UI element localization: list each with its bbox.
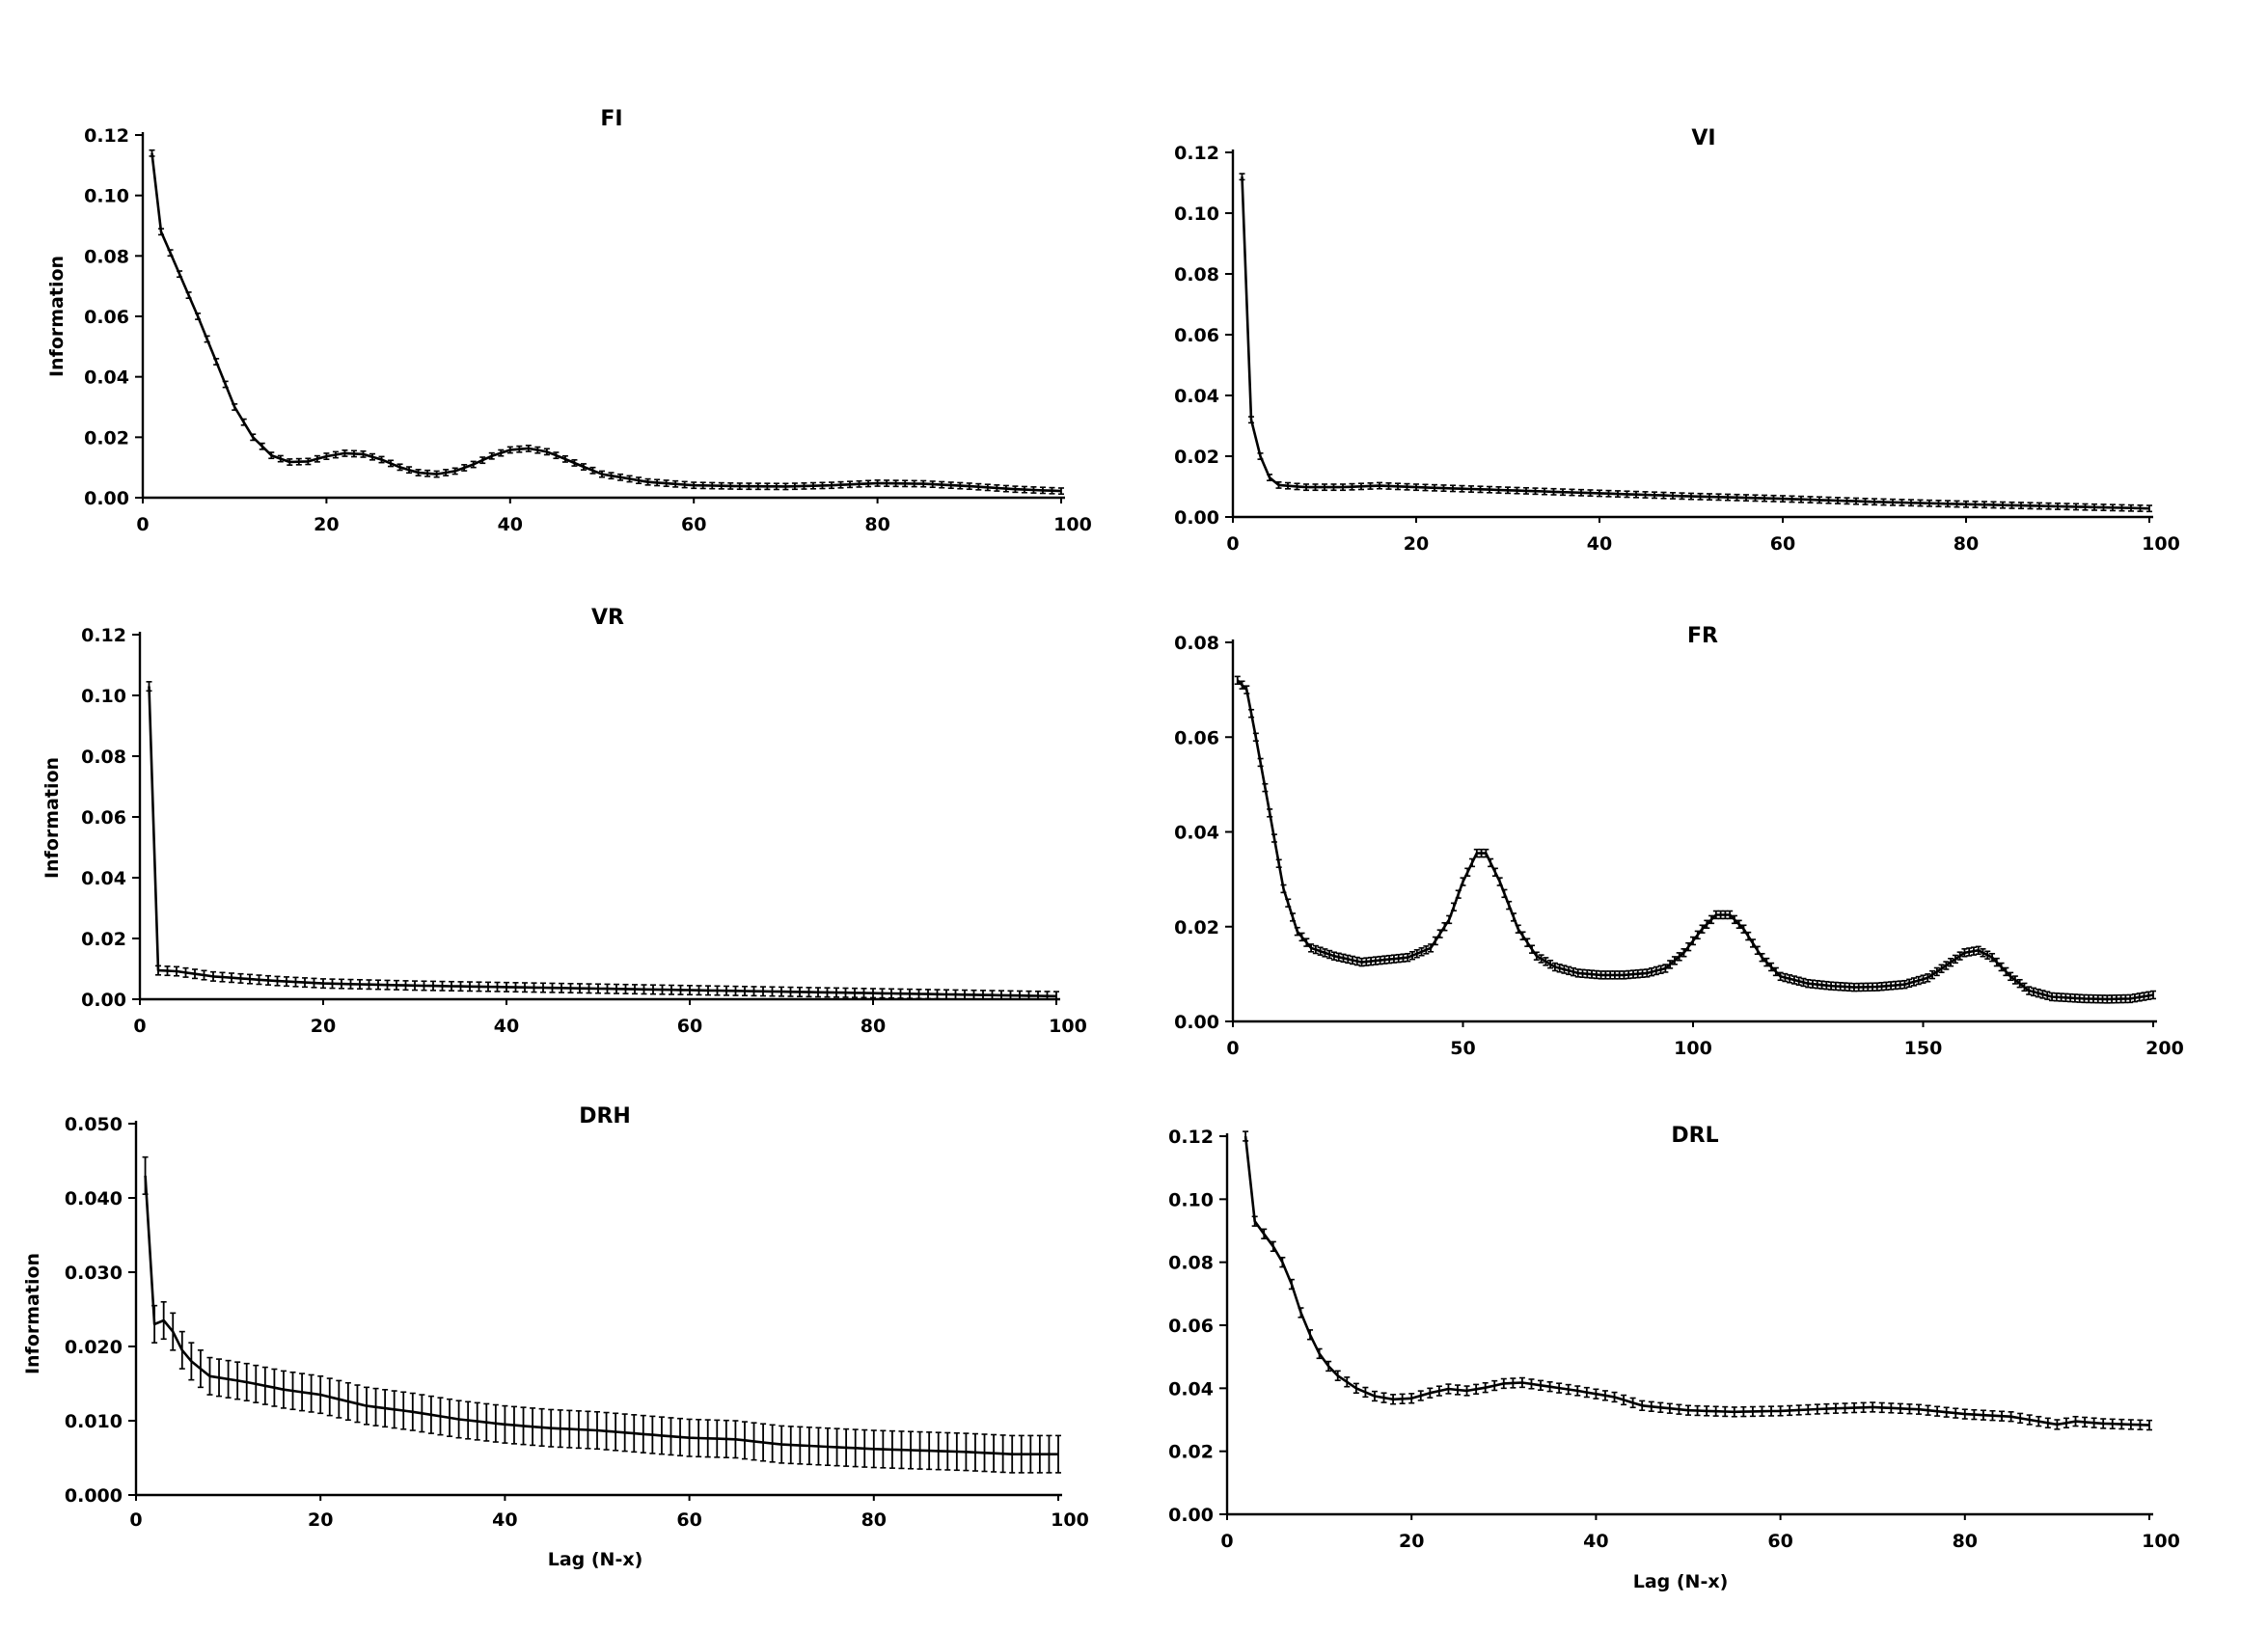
x-tick-label: 20 xyxy=(308,1509,333,1531)
panel-title: DRL xyxy=(1671,1124,1718,1148)
x-tick-label: 60 xyxy=(1770,533,1795,555)
y-tick-label: 0.06 xyxy=(81,807,126,829)
x-tick-label: 20 xyxy=(314,514,339,535)
y-tick-label: 0.08 xyxy=(1168,1253,1214,1274)
x-tick-label: 80 xyxy=(861,1509,887,1531)
y-tick-label: 0.00 xyxy=(1174,1012,1219,1033)
y-tick-label: 0.04 xyxy=(1168,1378,1214,1400)
x-tick-label: 20 xyxy=(311,1016,336,1037)
y-tick-label: 0.02 xyxy=(1174,447,1219,468)
x-tick-label: 0 xyxy=(133,1016,146,1037)
y-tick-label: 0.06 xyxy=(84,307,129,328)
y-tick-label: 0.02 xyxy=(84,427,129,449)
x-tick-label: 40 xyxy=(494,1016,519,1037)
y-tick-label: 0.10 xyxy=(84,186,129,207)
x-axis-label: Lag (N-x) xyxy=(1633,1571,1729,1592)
panel-title: VR xyxy=(591,606,624,630)
y-tick-label: 0.08 xyxy=(84,246,129,267)
x-tick-label: 0 xyxy=(136,514,149,535)
series-line xyxy=(148,686,1057,998)
x-tick-label: 60 xyxy=(1767,1531,1792,1552)
x-tick-label: 0 xyxy=(1226,1038,1239,1059)
y-tick-label: 0.12 xyxy=(1174,143,1219,164)
y-tick-label: 0.10 xyxy=(81,686,126,707)
y-axis-label: Information xyxy=(46,256,68,377)
y-tick-label: 0.02 xyxy=(81,929,126,950)
panel-vi: VI 0.00 0.02 0.04 0.06 0.08 0.10 0.12 0 20 40 60 80… xyxy=(1174,126,2180,555)
x-tick-label: 100 xyxy=(1674,1038,1712,1059)
x-tick-label: 80 xyxy=(861,1016,886,1037)
panel-title: FR xyxy=(1687,624,1718,648)
x-tick-label: 40 xyxy=(1583,1531,1608,1552)
panel-fi: FI Information 0.00 0.02 0.04 0.06 0.08 0.10 0… xyxy=(46,107,1092,535)
series-line xyxy=(150,152,1062,493)
panel-fr: FR 0.00 0.02 0.04 0.06 0.08 0 50 100 150 200 xyxy=(1174,624,2184,1059)
x-tick-label: 200 xyxy=(2145,1038,2184,1059)
y-tick-label: 0.00 xyxy=(84,488,129,509)
x-tick-label: 40 xyxy=(492,1509,517,1531)
x-tick-label: 20 xyxy=(1404,533,1429,555)
x-tick-label: 60 xyxy=(676,1509,701,1531)
series-line xyxy=(1241,177,2150,510)
x-tick-label: 20 xyxy=(1399,1531,1424,1552)
y-tick-label: 0.030 xyxy=(65,1263,123,1284)
y-tick-label: 0.08 xyxy=(1174,633,1219,654)
y-tick-label: 0.04 xyxy=(1174,823,1219,844)
series-line xyxy=(144,1175,1058,1455)
y-tick-label: 0.10 xyxy=(1174,204,1219,225)
y-tick-label: 0.06 xyxy=(1174,727,1219,748)
x-tick-label: 50 xyxy=(1450,1038,1475,1059)
x-tick-label: 150 xyxy=(1904,1038,1943,1059)
x-tick-label: 0 xyxy=(1226,533,1239,555)
x-axis-label: Lag (N-x) xyxy=(548,1549,643,1570)
y-tick-label: 0.12 xyxy=(1168,1127,1214,1148)
panel-title: FI xyxy=(600,107,622,131)
y-tick-label: 0.06 xyxy=(1168,1316,1214,1337)
x-tick-label: 80 xyxy=(1953,1531,1978,1552)
y-tick-label: 0.10 xyxy=(1168,1189,1214,1210)
y-tick-label: 0.020 xyxy=(65,1337,123,1358)
x-tick-label: 80 xyxy=(864,514,889,535)
y-tick-label: 0.04 xyxy=(84,367,129,389)
y-tick-label: 0.04 xyxy=(81,868,126,889)
y-axis-label: Information xyxy=(22,1253,43,1374)
x-tick-label: 100 xyxy=(2142,1531,2180,1552)
x-tick-label: 100 xyxy=(1053,514,1092,535)
y-tick-label: 0.08 xyxy=(1174,264,1219,285)
x-tick-label: 80 xyxy=(1954,533,1979,555)
y-tick-label: 0.010 xyxy=(65,1411,123,1432)
y-tick-label: 0.000 xyxy=(65,1485,123,1507)
x-tick-label: 40 xyxy=(1587,533,1612,555)
panel-title: VI xyxy=(1691,126,1715,150)
y-tick-label: 0.06 xyxy=(1174,325,1219,346)
y-tick-label: 0.00 xyxy=(81,990,126,1011)
x-tick-label: 100 xyxy=(2142,533,2180,555)
y-tick-label: 0.12 xyxy=(81,625,126,646)
x-tick-label: 0 xyxy=(129,1509,142,1531)
y-tick-label: 0.02 xyxy=(1174,917,1219,938)
panel-drl: DRL Lag (N-x) 0.00 0.02 0.04 0.06 0.08 0.10 0.… xyxy=(1168,1124,2180,1592)
y-tick-label: 0.08 xyxy=(81,747,126,768)
panel-vr: VR Information 0.00 0.02 0.04 0.06 0.08 0.10 0… xyxy=(41,606,1087,1037)
y-tick-label: 0.04 xyxy=(1174,386,1219,407)
x-tick-label: 100 xyxy=(1051,1509,1089,1531)
y-tick-label: 0.050 xyxy=(65,1114,123,1135)
y-tick-label: 0.040 xyxy=(65,1188,123,1210)
y-tick-label: 0.02 xyxy=(1168,1442,1214,1463)
y-tick-label: 0.00 xyxy=(1174,507,1219,529)
panel-title: DRH xyxy=(579,1104,631,1128)
y-axis-label: Information xyxy=(41,757,63,879)
series-line xyxy=(1243,1135,2150,1427)
series-line xyxy=(1236,679,2154,1001)
x-tick-label: 60 xyxy=(677,1016,702,1037)
y-tick-label: 0.12 xyxy=(84,125,129,147)
y-tick-label: 0.00 xyxy=(1168,1505,1214,1526)
x-tick-label: 60 xyxy=(681,514,706,535)
x-tick-label: 0 xyxy=(1220,1531,1233,1552)
x-tick-label: 100 xyxy=(1049,1016,1087,1037)
panel-drh: DRH Information Lag (N-x) 0.000 0.010 0.02… xyxy=(22,1104,1089,1570)
x-tick-label: 40 xyxy=(498,514,523,535)
